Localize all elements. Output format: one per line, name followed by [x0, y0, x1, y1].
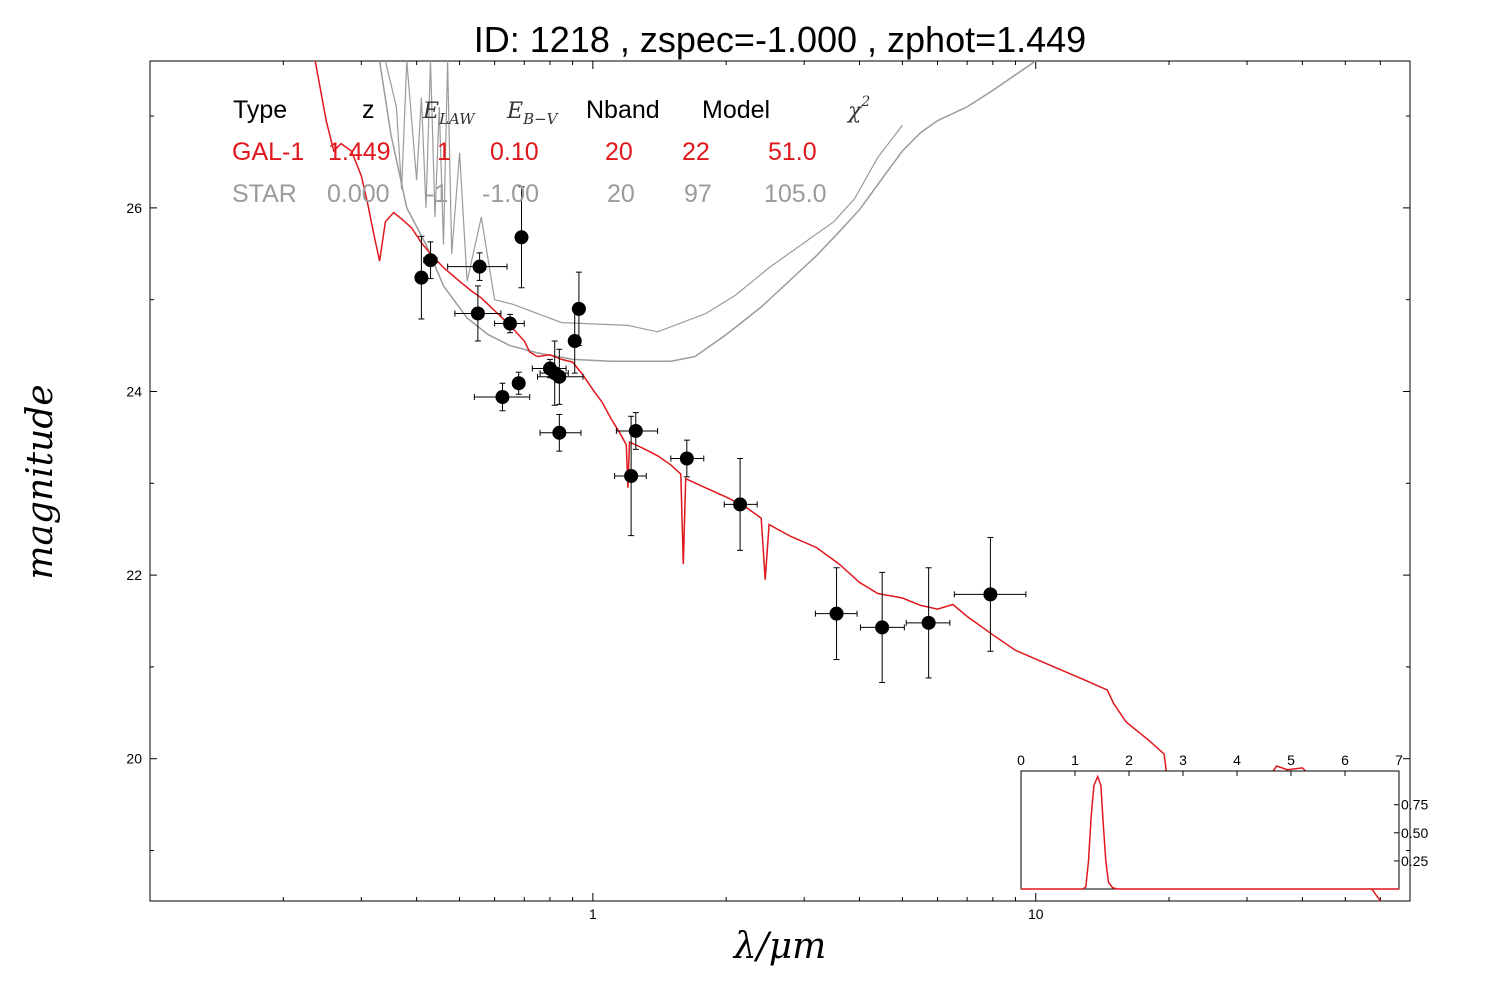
photometry-point: [571, 301, 586, 316]
x-axis-ticks: 1 10: [282, 61, 1381, 922]
y-tick-label: 24: [126, 383, 142, 399]
inset-x-tick-label: 2: [1125, 752, 1133, 768]
photometry-points: [414, 186, 1027, 684]
table-header-chi2: χ2: [846, 94, 870, 124]
inset-pdz-curve: [1021, 774, 1399, 890]
photometry-point: [829, 606, 844, 621]
photometry-point: [733, 497, 748, 512]
star-z: 0.000: [327, 180, 390, 208]
photometry-point: [414, 270, 429, 285]
inset-x-tick-label: 5: [1287, 752, 1295, 768]
x-tick-label: 1: [589, 906, 597, 922]
star-elaw: -1: [426, 180, 448, 208]
inset-y-tick-label: 0.50: [1401, 825, 1428, 841]
figure-title: ID: 1218 , zspec=-1.000 , zphot=1.449: [474, 19, 1086, 60]
y-axis-label: magnitude: [20, 384, 61, 579]
pdz-inset: 0 1 2 3 4 5 6 7 0.25 0.50 0.75: [1017, 752, 1428, 890]
gal-ebv: 0.10: [490, 138, 539, 166]
photometry-point: [514, 230, 529, 245]
photometry-point: [423, 253, 438, 268]
inset-frame: [1020, 770, 1400, 890]
table-row-star: STAR 0.000 -1 -1.00 20 97 105.0: [232, 180, 827, 208]
y-tick-label: 22: [126, 567, 142, 583]
inset-x-ticks: 0 1 2 3 4 5 6 7: [1017, 752, 1403, 776]
inset-y-ticks: 0.25 0.50 0.75: [1394, 797, 1428, 869]
inset-x-tick-label: 7: [1395, 752, 1403, 768]
gal-elaw: 1: [437, 138, 451, 166]
star-model: 97: [684, 180, 712, 208]
plot-frame: [149, 60, 1411, 902]
photometry-point: [552, 425, 567, 440]
photometry-point: [624, 468, 639, 483]
star-model-curve: [378, 60, 1037, 362]
table-header-elaw: ELAW: [422, 99, 476, 128]
photometry-point: [503, 316, 518, 331]
inset-y-tick-label: 0.25: [1401, 853, 1428, 869]
star-ebv: -1.00: [482, 180, 539, 208]
inset-x-tick-label: 3: [1179, 752, 1187, 768]
star-chi2: 105.0: [764, 180, 827, 208]
photometry-point: [567, 334, 582, 348]
y-tick-label: 20: [126, 751, 142, 767]
gal-chi2: 51.0: [768, 138, 817, 166]
gal-nband: 20: [605, 138, 633, 166]
table-header-ebv: EB−V: [506, 99, 560, 128]
photometry-point: [679, 451, 694, 466]
photometry-point: [628, 423, 643, 438]
gal-type: GAL-1: [232, 138, 304, 166]
photometry-point: [495, 390, 510, 404]
fit-table: Type z ELAW EB−V Nband Model χ2 GAL-1 1.…: [232, 94, 870, 208]
photometry-point: [511, 376, 526, 391]
y-tick-label: 26: [126, 200, 142, 216]
x-tick-label: 10: [1028, 906, 1044, 922]
photometry-point: [983, 587, 998, 602]
table-row-gal: GAL-1 1.449 1 0.10 20 22 51.0: [232, 138, 817, 166]
table-header-model: Model: [702, 96, 770, 124]
table-header-type: Type: [233, 96, 287, 124]
x-axis-label: λ/μm: [732, 926, 826, 967]
star-model-absorption: [384, 60, 903, 333]
inset-pdz-line: [1021, 774, 1399, 890]
inset-y-tick-label: 0.75: [1401, 797, 1428, 813]
inset-x-tick-label: 0: [1017, 752, 1025, 768]
gal-z: 1.449: [328, 138, 391, 166]
inset-x-tick-label: 6: [1341, 752, 1349, 768]
table-header-z: z: [362, 96, 375, 124]
gal-model: 22: [682, 138, 710, 166]
table-header-nband: Nband: [586, 96, 660, 124]
inset-x-tick-label: 1: [1071, 752, 1079, 768]
inset-x-tick-label: 4: [1233, 752, 1241, 768]
photometry-point: [875, 620, 890, 635]
star-type: STAR: [232, 180, 297, 208]
photometry-point: [470, 306, 485, 321]
photometry-point: [472, 259, 487, 274]
photometry-point: [921, 615, 936, 630]
photometry-point: [552, 369, 567, 384]
star-nband: 20: [607, 180, 635, 208]
